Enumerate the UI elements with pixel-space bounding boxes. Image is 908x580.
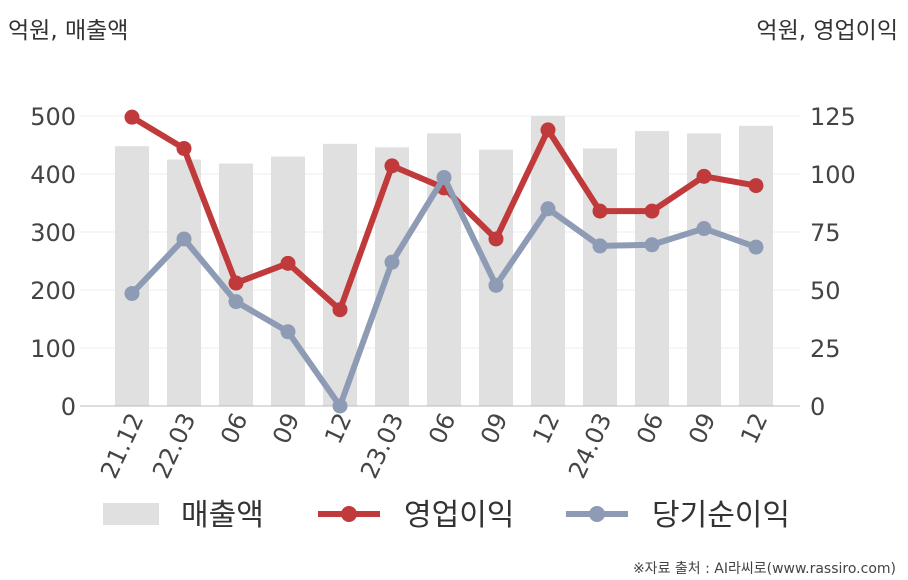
x-tick-label: 09	[683, 409, 721, 449]
legend-label: 당기순이익	[652, 498, 790, 533]
series-point	[488, 277, 504, 293]
revenue-bar	[531, 116, 565, 406]
left-axis-unit-label: 억원, 매출액	[8, 18, 128, 44]
revenue-bar	[271, 156, 305, 406]
series-point	[748, 239, 764, 255]
series-point	[384, 158, 400, 174]
series-point	[592, 203, 608, 219]
legend-swatch-point	[589, 506, 605, 522]
right-tick-label: 125	[810, 103, 856, 131]
series-point	[228, 294, 244, 310]
right-tick-label: 25	[810, 335, 841, 363]
line-series	[124, 109, 764, 414]
x-tick-label: 06	[215, 409, 253, 449]
series-point	[696, 168, 712, 184]
series-point	[124, 285, 140, 301]
revenue-bar	[739, 125, 773, 407]
right-tick-label: 75	[810, 219, 841, 247]
right-axis-ticks: 0 25 50 75 100 125	[810, 103, 856, 421]
series-point	[540, 201, 556, 217]
x-tick-label: 22.03	[147, 409, 201, 483]
x-tick-label: 12	[319, 409, 357, 449]
x-tick-label: 09	[267, 409, 305, 449]
legend-label: 영업이익	[404, 498, 514, 533]
series-point	[280, 324, 296, 340]
right-tick-label: 0	[810, 393, 825, 421]
series-point	[748, 178, 764, 194]
right-tick-label: 50	[810, 277, 841, 305]
x-tick-label: 06	[631, 409, 669, 449]
series-point	[176, 140, 192, 156]
series-point	[436, 169, 452, 185]
legend-swatch-bar	[103, 503, 159, 525]
legend: 매출액 영업이익 당기순이익	[103, 498, 790, 533]
x-tick-label: 09	[475, 409, 513, 449]
series-point	[540, 122, 556, 138]
left-tick-label: 300	[30, 219, 76, 247]
series-point	[332, 302, 348, 318]
series-point	[644, 237, 660, 253]
right-axis-unit-label: 억원, 영업이익	[756, 18, 898, 44]
series-point	[644, 203, 660, 219]
revenue-bar	[167, 159, 201, 406]
series-point	[124, 109, 140, 125]
left-tick-label: 100	[30, 335, 76, 363]
revenue-bar	[479, 149, 513, 406]
series-point	[228, 275, 244, 291]
left-axis-ticks: 0 100 200 300 400 500	[30, 103, 76, 421]
x-tick-label: 21.12	[95, 409, 149, 483]
revenue-bar	[635, 131, 669, 406]
series-point	[176, 231, 192, 247]
revenue-bar	[375, 147, 409, 406]
series-point	[332, 398, 348, 414]
legend-label: 매출액	[181, 498, 264, 533]
left-tick-label: 200	[30, 277, 76, 305]
legend-swatch-point	[341, 506, 357, 522]
right-tick-label: 100	[810, 161, 856, 189]
left-tick-label: 400	[30, 161, 76, 189]
x-tick-label: 12	[735, 409, 773, 449]
x-tick-label: 06	[423, 409, 461, 449]
x-tick-label: 24.03	[563, 409, 617, 483]
series-point	[280, 255, 296, 271]
x-tick-label: 23.03	[355, 409, 409, 483]
revenue-bar	[115, 146, 149, 406]
series-point	[696, 221, 712, 237]
series-point	[488, 231, 504, 247]
left-tick-label: 500	[30, 103, 76, 131]
x-tick-label: 12	[527, 409, 565, 449]
bar-series-revenue	[115, 116, 773, 407]
left-tick-label: 0	[61, 393, 76, 421]
series-point	[592, 238, 608, 254]
series-point	[384, 254, 400, 270]
source-note: ※자료 출처 : AI라씨로(www.rassiro.com)	[633, 561, 896, 577]
